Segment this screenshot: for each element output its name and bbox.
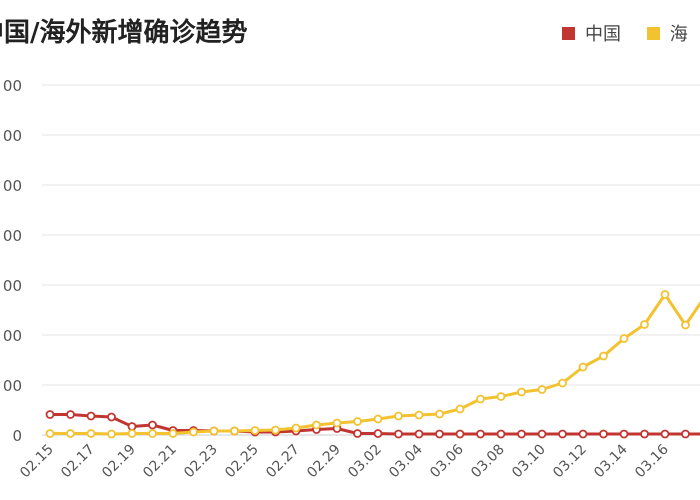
data-point-1 bbox=[599, 351, 608, 361]
data-point-1 bbox=[189, 427, 198, 437]
legend-item-overseas[interactable]: 海 bbox=[646, 20, 688, 46]
y-tick-label: 0 bbox=[12, 427, 22, 445]
y-tick-label: 00 bbox=[3, 327, 22, 345]
legend-label-china: 中国 bbox=[585, 24, 621, 45]
data-point-1 bbox=[496, 392, 506, 401]
data-point-1 bbox=[353, 417, 362, 426]
data-point-0 bbox=[148, 420, 157, 430]
x-tick-label: 02.25 bbox=[222, 442, 262, 482]
x-tick-label: 02.17 bbox=[58, 442, 98, 482]
legend-swatch-overseas bbox=[646, 26, 660, 40]
y-tick-label: 00 bbox=[3, 227, 22, 245]
data-point-1 bbox=[209, 426, 219, 436]
x-tick-label: 03.16 bbox=[632, 441, 672, 481]
data-point-1 bbox=[435, 409, 444, 419]
data-point-0 bbox=[640, 429, 649, 439]
x-tick-label: 02.23 bbox=[181, 442, 221, 482]
x-tick-label: 03.14 bbox=[591, 441, 631, 481]
data-point-1 bbox=[291, 423, 301, 433]
data-point-0 bbox=[476, 429, 485, 439]
y-tick-label: 00 bbox=[3, 77, 22, 95]
data-point-0 bbox=[496, 429, 506, 439]
data-point-1 bbox=[312, 420, 321, 430]
data-point-0 bbox=[66, 410, 75, 419]
data-point-1 bbox=[476, 394, 485, 404]
data-point-0 bbox=[394, 429, 403, 439]
x-tick-label: 03.08 bbox=[468, 442, 508, 482]
data-point-1 bbox=[660, 290, 670, 299]
data-point-1 bbox=[230, 426, 239, 436]
data-point-0 bbox=[578, 429, 588, 439]
data-point-1 bbox=[271, 425, 280, 435]
data-point-1 bbox=[455, 404, 465, 414]
data-point-1 bbox=[558, 378, 567, 388]
x-tick-label: 02.15 bbox=[17, 442, 57, 482]
data-point-0 bbox=[455, 429, 465, 439]
x-tick-label: 02.21 bbox=[140, 442, 180, 482]
data-point-1 bbox=[373, 414, 383, 424]
data-point-0 bbox=[599, 429, 608, 439]
data-point-0 bbox=[373, 429, 383, 438]
data-point-0 bbox=[127, 422, 137, 431]
data-point-1 bbox=[127, 429, 137, 438]
data-point-0 bbox=[660, 429, 670, 439]
data-point-1 bbox=[332, 418, 342, 428]
data-point-0 bbox=[353, 429, 362, 438]
data-point-0 bbox=[414, 429, 424, 439]
data-point-0 bbox=[537, 429, 547, 439]
data-point-0 bbox=[45, 410, 55, 419]
chart-title: 中国/海外新增确诊趋势 bbox=[0, 18, 248, 48]
y-tick-label: 00 bbox=[3, 177, 22, 195]
y-tick-label: 00 bbox=[3, 377, 22, 395]
x-tick-label: 02.29 bbox=[304, 442, 344, 482]
data-point-1 bbox=[86, 429, 96, 438]
legend-label-overseas: 海 bbox=[669, 24, 688, 45]
x-tick-label: 02.19 bbox=[99, 442, 139, 482]
x-tick-label: 03.04 bbox=[386, 441, 426, 481]
data-point-1 bbox=[168, 429, 178, 438]
data-point-0 bbox=[517, 429, 526, 439]
series-line-1 bbox=[50, 293, 700, 436]
legend-swatch-china bbox=[562, 26, 575, 40]
legend-item-china[interactable]: 中国 bbox=[562, 20, 621, 46]
x-tick-label: 02.27 bbox=[263, 442, 303, 482]
data-point-1 bbox=[66, 429, 75, 438]
data-point-1 bbox=[414, 410, 424, 420]
x-tick-label: 03.02 bbox=[345, 442, 385, 482]
data-point-0 bbox=[681, 429, 690, 439]
data-point-0 bbox=[435, 429, 444, 439]
legend: 中国 海 bbox=[562, 20, 700, 46]
x-tick-label: 03.12 bbox=[550, 442, 590, 482]
data-point-1 bbox=[517, 387, 526, 397]
data-point-1 bbox=[45, 429, 55, 438]
y-tick-label: 00 bbox=[3, 127, 22, 145]
x-tick-label: 03.06 bbox=[427, 441, 467, 481]
data-point-1 bbox=[537, 385, 547, 394]
data-point-1 bbox=[681, 320, 690, 330]
data-point-0 bbox=[558, 429, 567, 439]
x-tick-label: 03.10 bbox=[509, 442, 549, 482]
data-point-1 bbox=[619, 334, 629, 343]
data-point-1 bbox=[394, 411, 403, 421]
data-point-0 bbox=[619, 429, 629, 439]
data-point-0 bbox=[86, 411, 96, 421]
data-point-1 bbox=[578, 362, 588, 372]
y-tick-label: 00 bbox=[3, 277, 22, 295]
data-point-0 bbox=[107, 412, 116, 422]
data-point-1 bbox=[250, 426, 260, 435]
data-point-1 bbox=[640, 320, 649, 329]
data-point-1 bbox=[148, 429, 157, 438]
data-point-1 bbox=[107, 429, 116, 439]
